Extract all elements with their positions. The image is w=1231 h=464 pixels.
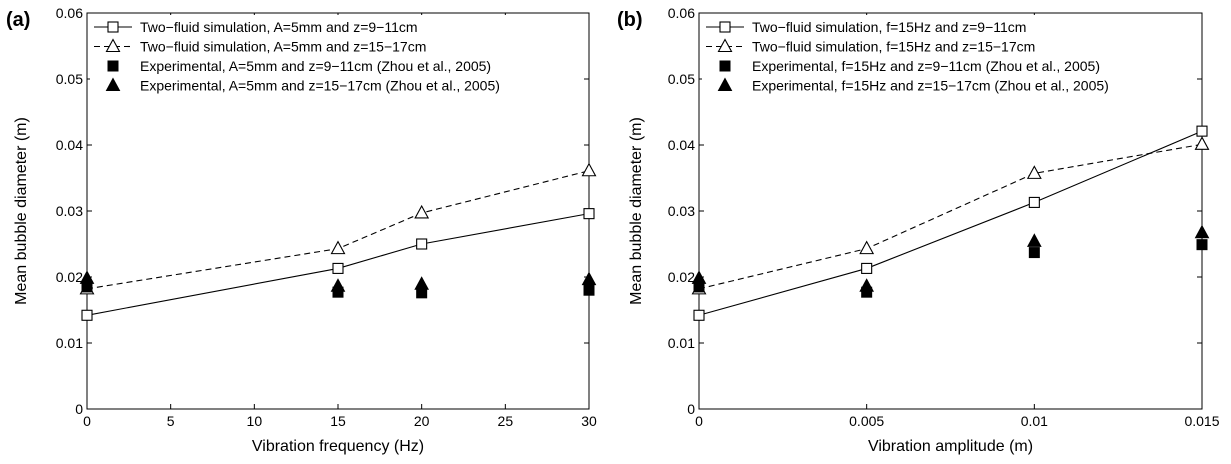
data-point xyxy=(330,278,346,292)
legend: Two−fluid simulation, A=5mm and z=9−11cm… xyxy=(90,15,580,99)
legend-marker xyxy=(717,77,733,91)
data-point xyxy=(1028,196,1040,208)
series-3 xyxy=(693,239,1208,298)
y-axis-label: Mean bubble diameter (m) xyxy=(13,117,30,305)
x-axis-label: Vibration frequency (Hz) xyxy=(252,438,424,455)
series-4 xyxy=(691,224,1210,292)
data-point xyxy=(861,262,873,274)
data-point xyxy=(1196,239,1208,251)
legend-entry-4: Experimental, A=5mm and z=15−17cm (Zhou … xyxy=(105,77,500,94)
y-tick-label: 0.03 xyxy=(668,203,695,219)
data-point xyxy=(330,240,346,255)
x-tick-label: 10 xyxy=(247,413,263,429)
legend-entry-3: Experimental, A=5mm and z=9−11cm (Zhou e… xyxy=(107,58,491,74)
legend-entry-1: Two−fluid simulation, A=5mm and z=9−11cm xyxy=(94,19,418,35)
y-tick-label: 0.02 xyxy=(56,269,83,285)
panel-label-a: (a) xyxy=(6,9,30,31)
legend-entry-3: Experimental, f=15Hz and z=9−11cm (Zhou … xyxy=(719,58,1100,74)
data-point xyxy=(1026,233,1042,247)
x-tick-label: 25 xyxy=(498,413,514,429)
y-tick-label: 0.04 xyxy=(668,137,695,153)
y-tick-label: 0.02 xyxy=(668,269,695,285)
x-tick-label: 0.015 xyxy=(1184,413,1219,429)
y-tick-label: 0.01 xyxy=(668,335,695,351)
legend-marker xyxy=(717,38,733,53)
x-tick-label: 0 xyxy=(83,413,91,429)
data-point xyxy=(583,284,595,296)
legend-marker xyxy=(105,77,121,91)
series-3 xyxy=(81,281,595,299)
data-point xyxy=(859,278,875,292)
data-point xyxy=(1026,165,1042,179)
y-tick-label: 0.01 xyxy=(56,335,83,351)
legend-label: Two−fluid simulation, f=15Hz and z=15−17… xyxy=(752,39,1035,55)
legend-marker xyxy=(719,60,731,72)
series-line xyxy=(698,130,1203,316)
chart-a: 0 5 10 15 20 25 30 0 0.01 0.02 0.03 0.04 0.05 0.06 Vib… xyxy=(13,5,597,455)
legend-entry-4: Experimental, f=15Hz and z=15−17cm (Zhou… xyxy=(717,77,1109,94)
y-axis-label: Mean bubble diameter (m) xyxy=(628,117,645,305)
legend-label: Experimental, A=5mm and z=9−11cm (Zhou e… xyxy=(140,58,491,74)
y-tick-label: 0.06 xyxy=(668,5,695,21)
legend: Two−fluid simulation, f=15Hz and z=9−11c… xyxy=(702,15,1196,99)
data-point xyxy=(332,262,344,274)
x-tick-label: 0.01 xyxy=(1021,413,1048,429)
data-point xyxy=(583,208,595,220)
data-point xyxy=(414,204,430,219)
legend-box xyxy=(702,15,1196,99)
series-2 xyxy=(79,162,597,295)
data-point xyxy=(414,276,430,290)
data-point xyxy=(416,238,428,250)
data-point xyxy=(581,162,597,177)
series-line xyxy=(698,143,1203,290)
data-point xyxy=(79,270,95,284)
data-point xyxy=(81,309,93,321)
x-axis-label: Vibration amplitude (m) xyxy=(868,438,1033,455)
data-point xyxy=(1028,247,1040,259)
data-point xyxy=(691,270,707,284)
y-tick-label: 0.06 xyxy=(56,5,83,21)
chart-b: 0 0.005 0.01 0.015 0 0.01 0.02 0.03 0.04 0.05 0.06… xyxy=(628,5,1220,455)
legend-box xyxy=(90,15,580,99)
data-point xyxy=(1196,125,1208,137)
x-tick-label: 0 xyxy=(695,413,703,429)
series-line xyxy=(86,213,590,316)
data-point xyxy=(581,271,597,286)
y-tick-label: 0.04 xyxy=(56,137,83,153)
legend-entry-2: Two−fluid simulation, A=5mm and z=15−17c… xyxy=(94,38,426,55)
legend-entry-1: Two−fluid simulation, f=15Hz and z=9−11c… xyxy=(706,19,1026,35)
legend-marker xyxy=(105,38,121,53)
series-line xyxy=(86,170,590,290)
legend-label: Experimental, f=15Hz and z=15−17cm (Zhou… xyxy=(752,78,1109,94)
series-4 xyxy=(79,270,597,292)
x-tick-label: 5 xyxy=(167,413,175,429)
x-tick-label: 20 xyxy=(414,413,430,429)
data-point xyxy=(1194,224,1210,239)
y-tick-label: 0.05 xyxy=(56,71,83,87)
panel-label-b: (b) xyxy=(617,9,643,31)
series-1 xyxy=(81,208,595,321)
legend-label: Two−fluid simulation, f=15Hz and z=9−11c… xyxy=(752,19,1026,35)
legend-label: Two−fluid simulation, A=5mm and z=15−17c… xyxy=(140,39,426,55)
x-tick-label: 15 xyxy=(330,413,346,429)
x-tick-label: 30 xyxy=(581,413,597,429)
legend-label: Experimental, f=15Hz and z=9−11cm (Zhou … xyxy=(752,58,1100,74)
data-point xyxy=(859,240,875,255)
data-point xyxy=(693,309,705,321)
legend-label: Experimental, A=5mm and z=15−17cm (Zhou … xyxy=(140,78,500,94)
data-point xyxy=(1194,136,1210,150)
y-tick-label: 0 xyxy=(75,401,83,417)
x-tick-label: 0.005 xyxy=(849,413,884,429)
series-1 xyxy=(693,125,1208,321)
y-tick-label: 0 xyxy=(687,401,695,417)
legend-entry-2: Two−fluid simulation, f=15Hz and z=15−17… xyxy=(706,38,1035,55)
legend-marker xyxy=(107,60,119,72)
y-tick-label: 0.05 xyxy=(668,71,695,87)
y-tick-label: 0.03 xyxy=(56,203,83,219)
legend-label: Two−fluid simulation, A=5mm and z=9−11cm xyxy=(140,19,418,35)
legend-marker xyxy=(719,21,731,33)
legend-marker xyxy=(107,21,119,33)
